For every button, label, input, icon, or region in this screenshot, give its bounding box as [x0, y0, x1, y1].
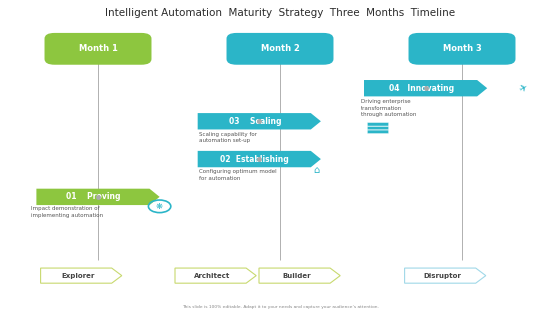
- Polygon shape: [198, 113, 321, 129]
- Text: ✈: ✈: [517, 82, 530, 94]
- Text: 02  Establishing: 02 Establishing: [221, 155, 289, 163]
- Polygon shape: [364, 80, 487, 96]
- Text: Scaling capability for
automation set-up: Scaling capability for automation set-up: [199, 132, 257, 143]
- Text: This slide is 100% editable. Adapt it to your needs and capture your audience’s : This slide is 100% editable. Adapt it to…: [181, 305, 379, 309]
- FancyBboxPatch shape: [367, 130, 389, 134]
- Text: Month 2: Month 2: [260, 44, 300, 53]
- Text: Configuring optimum model
for automation: Configuring optimum model for automation: [199, 169, 277, 181]
- FancyBboxPatch shape: [44, 33, 151, 65]
- Polygon shape: [175, 268, 256, 283]
- Text: Month 3: Month 3: [442, 44, 482, 53]
- Text: Explorer: Explorer: [61, 272, 95, 279]
- FancyBboxPatch shape: [367, 126, 389, 130]
- Text: Month 1: Month 1: [78, 44, 118, 53]
- Text: Impact demonstration of
implementing automation: Impact demonstration of implementing aut…: [31, 206, 103, 218]
- Text: Builder: Builder: [282, 272, 311, 279]
- Text: Disruptor: Disruptor: [423, 272, 461, 279]
- Polygon shape: [36, 189, 160, 205]
- Text: Architect: Architect: [194, 272, 230, 279]
- Polygon shape: [259, 268, 340, 283]
- FancyBboxPatch shape: [367, 123, 389, 126]
- Text: Driving enterprise
transformation
through automation: Driving enterprise transformation throug…: [361, 99, 417, 117]
- Polygon shape: [40, 268, 122, 283]
- Text: ⌂: ⌂: [313, 165, 320, 175]
- Text: 01    Proving: 01 Proving: [66, 192, 121, 201]
- Text: 03    Scaling: 03 Scaling: [228, 117, 281, 126]
- Polygon shape: [404, 268, 486, 283]
- Text: 04   Innovating: 04 Innovating: [389, 84, 454, 93]
- Polygon shape: [198, 151, 321, 167]
- Text: ❋: ❋: [156, 202, 163, 211]
- Text: Intelligent Automation  Maturity  Strategy  Three  Months  Timeline: Intelligent Automation Maturity Strategy…: [105, 8, 455, 18]
- FancyBboxPatch shape: [226, 33, 333, 65]
- FancyBboxPatch shape: [408, 33, 515, 65]
